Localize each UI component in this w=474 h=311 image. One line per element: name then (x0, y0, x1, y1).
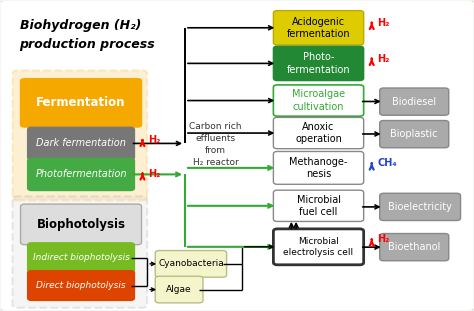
Text: Direct biophotolysis: Direct biophotolysis (36, 281, 126, 290)
Text: Biodiesel: Biodiesel (392, 97, 436, 107)
Text: Biophotolysis: Biophotolysis (36, 218, 126, 231)
FancyBboxPatch shape (20, 204, 142, 245)
Text: H₂: H₂ (148, 135, 160, 145)
FancyBboxPatch shape (380, 88, 449, 115)
FancyBboxPatch shape (273, 11, 364, 45)
FancyBboxPatch shape (273, 190, 364, 221)
FancyBboxPatch shape (27, 127, 135, 160)
Text: Anoxic
operation: Anoxic operation (295, 122, 342, 144)
FancyBboxPatch shape (12, 196, 147, 308)
Text: Dark fermentation: Dark fermentation (36, 138, 126, 148)
Text: H₂: H₂ (377, 234, 390, 244)
Text: Microbial
fuel cell: Microbial fuel cell (297, 195, 340, 217)
FancyBboxPatch shape (273, 151, 364, 184)
Text: Cyanobacteria: Cyanobacteria (158, 259, 224, 268)
FancyBboxPatch shape (20, 79, 142, 127)
Text: Microbial
electrolysis cell: Microbial electrolysis cell (283, 237, 354, 257)
Text: Bioethanol: Bioethanol (388, 242, 440, 252)
FancyBboxPatch shape (155, 251, 227, 277)
FancyBboxPatch shape (27, 158, 135, 190)
Text: Carbon rich
effluents
from
H₂ reactor: Carbon rich effluents from H₂ reactor (190, 123, 242, 167)
Text: Microalgae
cultivation: Microalgae cultivation (292, 89, 345, 112)
Text: Fermentation: Fermentation (36, 96, 126, 109)
Text: Bioelectricity: Bioelectricity (388, 202, 452, 212)
Text: Biohydrogen (H₂): Biohydrogen (H₂) (19, 19, 141, 32)
FancyBboxPatch shape (380, 121, 449, 148)
Text: CH₄: CH₄ (377, 158, 397, 168)
FancyBboxPatch shape (12, 70, 147, 200)
Text: H₂: H₂ (377, 18, 390, 28)
Text: Acidogenic
fermentation: Acidogenic fermentation (287, 16, 350, 39)
Text: production process: production process (19, 38, 155, 51)
Text: H₂: H₂ (148, 169, 160, 179)
Text: Photo-
fermentation: Photo- fermentation (287, 52, 350, 75)
Text: Photofermentation: Photofermentation (35, 169, 127, 179)
Text: Algae: Algae (166, 285, 192, 294)
FancyBboxPatch shape (380, 234, 449, 261)
FancyBboxPatch shape (380, 193, 461, 220)
FancyBboxPatch shape (273, 229, 364, 265)
Text: Methanoge-
nesis: Methanoge- nesis (289, 157, 348, 179)
Text: Bioplastic: Bioplastic (391, 129, 438, 139)
FancyBboxPatch shape (155, 276, 203, 303)
Text: Indirect biophotolysis: Indirect biophotolysis (33, 253, 129, 262)
FancyBboxPatch shape (27, 271, 135, 300)
FancyBboxPatch shape (273, 85, 364, 116)
FancyBboxPatch shape (27, 243, 135, 272)
Text: H₂: H₂ (377, 53, 390, 63)
FancyBboxPatch shape (273, 46, 364, 81)
FancyBboxPatch shape (273, 118, 364, 149)
